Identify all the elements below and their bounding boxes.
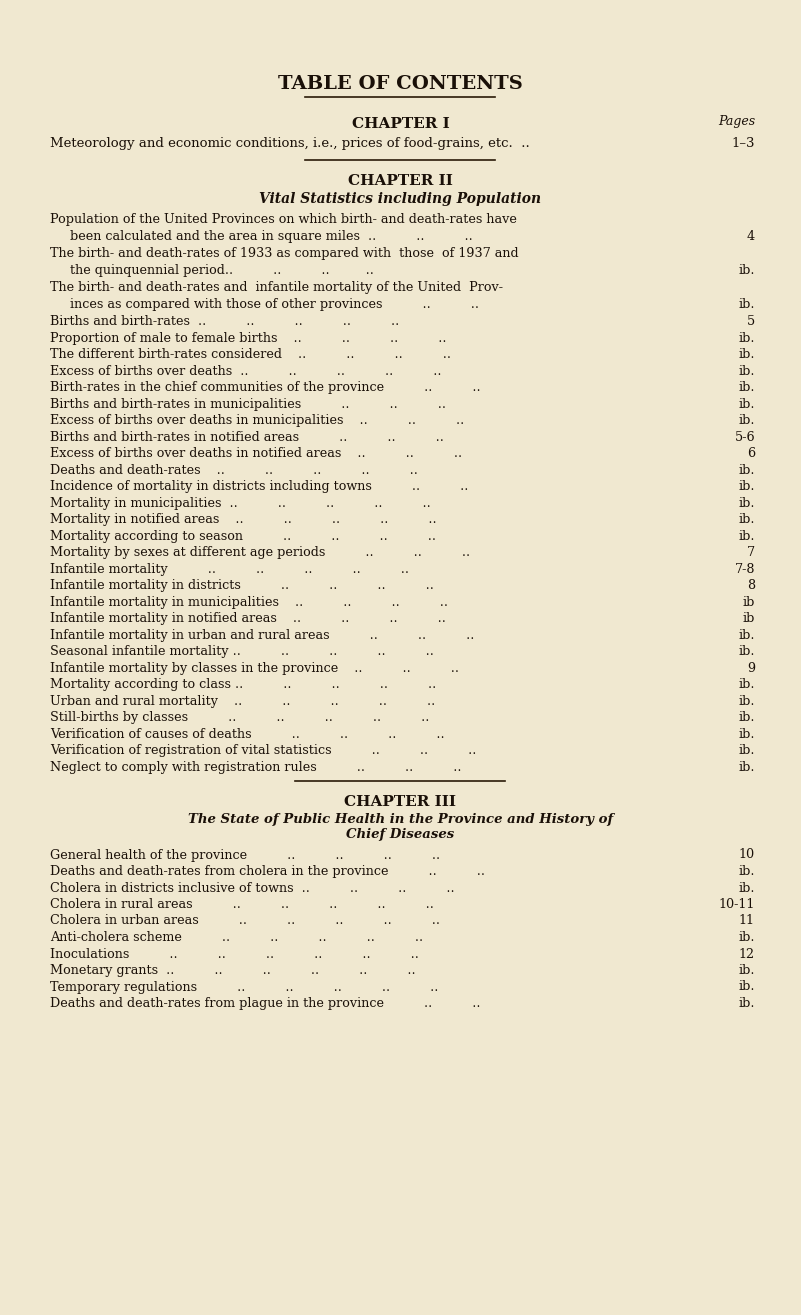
Text: Birth-rates in the chief communities of the province          ..          ..: Birth-rates in the chief communities of … [50, 381, 481, 394]
Text: Infantile mortality in districts          ..          ..          ..          ..: Infantile mortality in districts .. .. .… [50, 579, 434, 592]
Text: Infantile mortality by classes in the province    ..          ..          ..: Infantile mortality by classes in the pr… [50, 661, 459, 675]
Text: ib.: ib. [739, 263, 755, 276]
Text: ib.: ib. [739, 727, 755, 740]
Text: Births and birth-rates in notified areas          ..          ..          ..: Births and birth-rates in notified areas… [50, 430, 444, 443]
Text: 1–3: 1–3 [731, 137, 755, 150]
Text: Infantile mortality in urban and rural areas          ..          ..          ..: Infantile mortality in urban and rural a… [50, 629, 474, 642]
Text: CHAPTER II: CHAPTER II [348, 174, 453, 188]
Text: ib.: ib. [739, 480, 755, 493]
Text: Vital Statistics including Population: Vital Statistics including Population [260, 192, 541, 205]
Text: ib.: ib. [739, 629, 755, 642]
Text: ib.: ib. [739, 331, 755, 345]
Text: ib.: ib. [739, 530, 755, 543]
Text: 6: 6 [747, 447, 755, 460]
Text: Neglect to comply with registration rules          ..          ..          ..: Neglect to comply with registration rule… [50, 760, 461, 773]
Text: ib.: ib. [739, 497, 755, 509]
Text: 12: 12 [739, 948, 755, 960]
Text: Chief Diseases: Chief Diseases [346, 828, 455, 842]
Text: General health of the province          ..          ..          ..          ..: General health of the province .. .. .. … [50, 848, 440, 861]
Text: Pages: Pages [718, 114, 755, 128]
Text: 10-11: 10-11 [718, 898, 755, 911]
Text: Cholera in urban areas          ..          ..          ..          ..          : Cholera in urban areas .. .. .. .. [50, 914, 440, 927]
Text: ib.: ib. [739, 865, 755, 878]
Text: Urban and rural mortality    ..          ..          ..          ..          ..: Urban and rural mortality .. .. .. .. .. [50, 694, 435, 707]
Text: 11: 11 [739, 914, 755, 927]
Text: Infantile mortality in municipalities    ..          ..          ..          ..: Infantile mortality in municipalities ..… [50, 596, 448, 609]
Text: Deaths and death-rates    ..          ..          ..          ..          ..: Deaths and death-rates .. .. .. .. .. [50, 463, 418, 476]
Text: 5: 5 [747, 316, 755, 327]
Text: Anti-cholera scheme          ..          ..          ..          ..          ..: Anti-cholera scheme .. .. .. .. .. [50, 931, 423, 944]
Text: 5-6: 5-6 [735, 430, 755, 443]
Text: ib.: ib. [739, 348, 755, 362]
Text: ib.: ib. [739, 297, 755, 310]
Text: The birth- and death-rates and  infantile mortality of the United  Prov-: The birth- and death-rates and infantile… [50, 281, 503, 295]
Text: Infantile mortality          ..          ..          ..          ..          ..: Infantile mortality .. .. .. .. .. [50, 563, 409, 576]
Text: 10: 10 [739, 848, 755, 861]
Text: ib.: ib. [739, 964, 755, 977]
Text: inces as compared with those of other provinces          ..          ..: inces as compared with those of other pr… [50, 297, 479, 310]
Text: Births and birth-rates  ..          ..          ..          ..          ..: Births and birth-rates .. .. .. .. .. [50, 316, 399, 327]
Text: The State of Public Health in the Province and History of: The State of Public Health in the Provin… [188, 813, 613, 826]
Text: ib: ib [743, 611, 755, 625]
Text: ib.: ib. [739, 364, 755, 377]
Text: Monetary grants  ..          ..          ..          ..          ..          ..: Monetary grants .. .. .. .. .. .. [50, 964, 416, 977]
Text: Temporary regulations          ..          ..          ..          ..          .: Temporary regulations .. .. .. .. . [50, 981, 438, 994]
Text: ib.: ib. [739, 711, 755, 725]
Text: Mortality according to class ..          ..          ..          ..          ..: Mortality according to class .. .. .. ..… [50, 679, 437, 690]
Text: 8: 8 [747, 579, 755, 592]
Text: the quinquennial period..          ..          ..         ..: the quinquennial period.. .. .. .. [50, 263, 374, 276]
Text: Incidence of mortality in districts including towns          ..          ..: Incidence of mortality in districts incl… [50, 480, 469, 493]
Text: ib.: ib. [739, 513, 755, 526]
Text: The birth- and death-rates of 1933 as compared with  those  of 1937 and: The birth- and death-rates of 1933 as co… [50, 247, 518, 260]
Text: ib.: ib. [739, 744, 755, 757]
Text: 9: 9 [747, 661, 755, 675]
Text: ib.: ib. [739, 931, 755, 944]
Text: Mortality by sexes at different age periods          ..          ..          ..: Mortality by sexes at different age peri… [50, 546, 470, 559]
Text: Meteorology and economic conditions, i.e., prices of food-grains, etc.  ..: Meteorology and economic conditions, i.e… [50, 137, 529, 150]
Text: ib.: ib. [739, 397, 755, 410]
Text: The different birth-rates considered    ..          ..          ..          ..: The different birth-rates considered .. … [50, 348, 451, 362]
Text: TABLE OF CONTENTS: TABLE OF CONTENTS [278, 75, 523, 93]
Text: 4: 4 [747, 230, 755, 242]
Text: Seasonal infantile mortality ..          ..          ..          ..          ..: Seasonal infantile mortality .. .. .. ..… [50, 644, 434, 658]
Text: Population of the United Provinces on which birth- and death-rates have: Population of the United Provinces on wh… [50, 213, 517, 226]
Text: ib.: ib. [739, 679, 755, 690]
Text: Verification of registration of vital statistics          ..          ..        : Verification of registration of vital st… [50, 744, 477, 757]
Text: Cholera in districts inclusive of towns  ..          ..          ..          ..: Cholera in districts inclusive of towns … [50, 881, 455, 894]
Text: CHAPTER III: CHAPTER III [344, 796, 457, 809]
Text: ib: ib [743, 596, 755, 609]
Text: ib.: ib. [739, 981, 755, 994]
Text: Mortality according to season          ..          ..          ..          ..: Mortality according to season .. .. .. .… [50, 530, 436, 543]
Text: ib.: ib. [739, 997, 755, 1010]
Text: 7: 7 [747, 546, 755, 559]
Text: Births and birth-rates in municipalities          ..          ..          ..: Births and birth-rates in municipalities… [50, 397, 446, 410]
Text: ib.: ib. [739, 381, 755, 394]
Text: Deaths and death-rates from cholera in the province          ..          ..: Deaths and death-rates from cholera in t… [50, 865, 485, 878]
Text: Infantile mortality in notified areas    ..          ..          ..          ..: Infantile mortality in notified areas ..… [50, 611, 446, 625]
Text: Inoculations          ..          ..          ..          ..          ..        : Inoculations .. .. .. .. .. [50, 948, 419, 960]
Text: Mortality in municipalities  ..          ..          ..          ..          ..: Mortality in municipalities .. .. .. .. … [50, 497, 431, 509]
Text: ib.: ib. [739, 414, 755, 427]
Text: Mortality in notified areas    ..          ..          ..          ..          .: Mortality in notified areas .. .. .. .. … [50, 513, 437, 526]
Text: ib.: ib. [739, 760, 755, 773]
Text: Excess of births over deaths  ..          ..          ..          ..          ..: Excess of births over deaths .. .. .. ..… [50, 364, 441, 377]
Text: ib.: ib. [739, 644, 755, 658]
Text: Still-births by classes          ..          ..          ..          ..         : Still-births by classes .. .. .. .. [50, 711, 429, 725]
Text: been calculated and the area in square miles  ..          ..          ..: been calculated and the area in square m… [50, 230, 473, 242]
Text: Excess of births over deaths in notified areas    ..          ..          ..: Excess of births over deaths in notified… [50, 447, 462, 460]
Text: Deaths and death-rates from plague in the province          ..          ..: Deaths and death-rates from plague in th… [50, 997, 481, 1010]
Text: Excess of births over deaths in municipalities    ..          ..          ..: Excess of births over deaths in municipa… [50, 414, 465, 427]
Text: Cholera in rural areas          ..          ..          ..          ..          : Cholera in rural areas .. .. .. .. [50, 898, 434, 911]
Text: Verification of causes of deaths          ..          ..          ..          ..: Verification of causes of deaths .. .. .… [50, 727, 445, 740]
Text: 7-8: 7-8 [735, 563, 755, 576]
Text: ib.: ib. [739, 694, 755, 707]
Text: ib.: ib. [739, 463, 755, 476]
Text: ib.: ib. [739, 881, 755, 894]
Text: Proportion of male to female births    ..          ..          ..          ..: Proportion of male to female births .. .… [50, 331, 446, 345]
Text: CHAPTER I: CHAPTER I [352, 117, 449, 132]
